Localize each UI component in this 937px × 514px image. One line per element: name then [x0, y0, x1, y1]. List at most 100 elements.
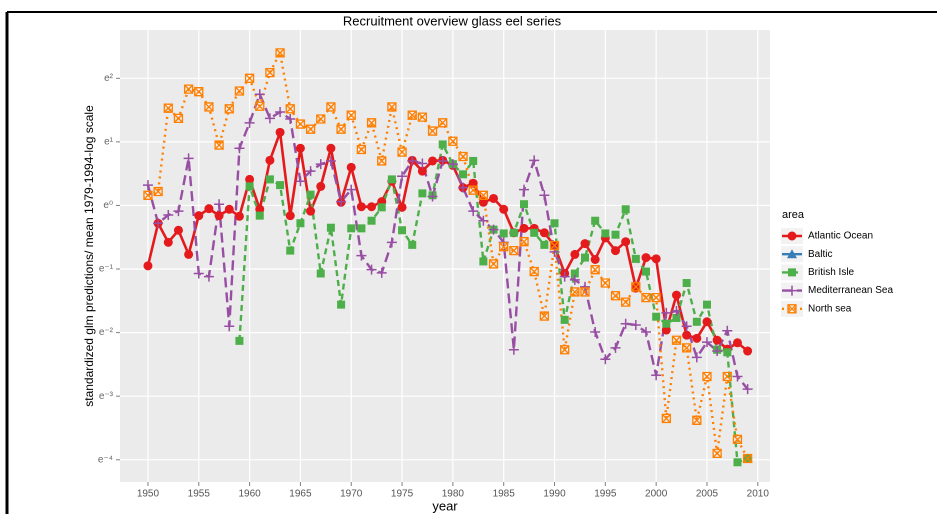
marker-plus [285, 114, 296, 125]
marker-dot [163, 237, 173, 247]
marker-dot [682, 330, 692, 340]
marker [204, 102, 214, 112]
marker-square [367, 216, 376, 225]
marker-plus [407, 155, 418, 166]
marker-plus [234, 143, 245, 154]
marker-plus [224, 321, 235, 332]
marker-square [702, 300, 711, 309]
marker [286, 246, 295, 255]
marker-plus [732, 371, 743, 382]
marker [407, 155, 418, 166]
marker-square [662, 319, 671, 328]
marker [285, 114, 296, 125]
marker [610, 291, 621, 301]
marker [296, 219, 305, 228]
marker-dot [356, 202, 366, 212]
marker [499, 204, 509, 214]
marker-boxx [590, 265, 600, 275]
marker [295, 143, 305, 153]
marker-boxx [377, 156, 387, 166]
marker-plus [427, 191, 438, 202]
marker [701, 337, 712, 348]
marker-plus [417, 158, 428, 169]
marker [295, 119, 306, 129]
marker-plus [437, 155, 448, 166]
marker [203, 271, 214, 282]
marker [499, 242, 509, 252]
marker-dot [743, 346, 753, 356]
marker-dot [489, 193, 499, 203]
marker [569, 274, 580, 285]
marker-boxx [183, 84, 194, 94]
marker [540, 240, 549, 249]
marker [591, 216, 600, 225]
x-tick-label: 2005 [696, 489, 719, 500]
marker [245, 182, 254, 191]
marker-plus [569, 274, 580, 285]
marker [529, 155, 540, 166]
marker [610, 342, 621, 353]
marker [692, 333, 702, 343]
x-tick-label: 1965 [289, 489, 312, 500]
marker [398, 226, 407, 235]
marker [193, 268, 204, 279]
marker-dot [295, 143, 305, 153]
marker-square [438, 140, 447, 149]
marker-square [530, 228, 539, 237]
marker-plus [366, 264, 377, 275]
marker-plus [468, 206, 479, 217]
marker [376, 267, 387, 278]
marker [143, 190, 153, 200]
marker [337, 300, 346, 309]
marker [702, 371, 712, 382]
marker [235, 336, 244, 345]
marker [265, 175, 274, 184]
marker-boxx [153, 186, 163, 197]
marker-plus [549, 246, 560, 257]
marker [377, 156, 387, 166]
marker-square [398, 226, 407, 235]
marker [661, 325, 671, 335]
marker-square [601, 229, 610, 238]
marker-boxx [285, 104, 295, 114]
marker-plus [722, 325, 733, 336]
marker-square [560, 315, 569, 324]
marker [580, 239, 590, 249]
marker-plus [691, 352, 702, 363]
marker-square [788, 268, 796, 277]
y-tick-label: e⁻¹ [99, 264, 114, 275]
marker-dot [224, 204, 234, 214]
marker [316, 181, 326, 191]
marker [214, 140, 224, 150]
marker [153, 186, 163, 197]
x-tick-label: 1995 [594, 489, 617, 500]
marker-boxx [305, 124, 316, 134]
marker [631, 254, 640, 263]
marker-dot [621, 237, 631, 247]
marker [326, 102, 336, 112]
marker [366, 264, 377, 275]
marker [427, 126, 438, 136]
marker-dot [367, 202, 377, 212]
marker [468, 185, 478, 195]
marker [214, 199, 225, 210]
marker [336, 124, 346, 134]
marker [702, 300, 711, 309]
marker-plus [590, 326, 601, 337]
legend-label: Mediterranean Sea [808, 285, 893, 296]
marker [142, 180, 153, 191]
marker-boxx [732, 434, 743, 445]
marker-square [286, 246, 295, 255]
marker [581, 253, 590, 262]
marker [590, 265, 600, 275]
x-axis-label: year [432, 498, 458, 513]
x-tick-label: 1950 [137, 489, 160, 500]
marker [305, 124, 316, 134]
marker [356, 144, 367, 155]
marker [255, 101, 265, 111]
marker [224, 104, 234, 114]
marker-plus [163, 209, 174, 220]
marker-plus [447, 159, 458, 170]
marker [570, 287, 580, 297]
marker-plus [559, 271, 570, 282]
